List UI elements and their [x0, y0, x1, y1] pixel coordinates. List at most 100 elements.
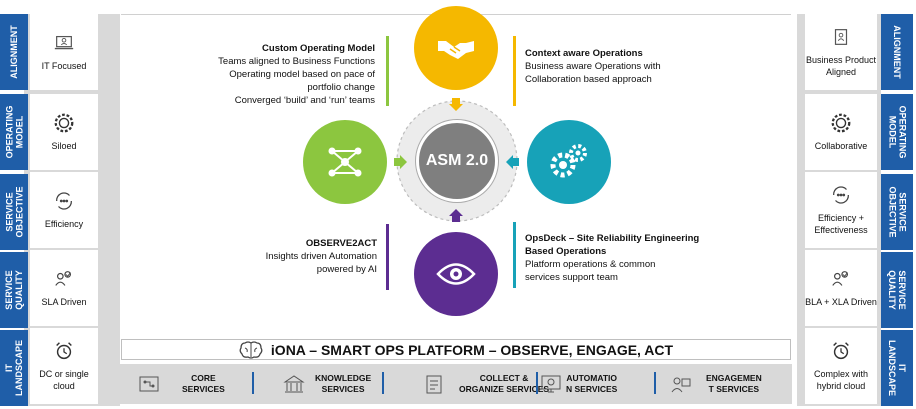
- bottom-right-line: services support team: [525, 272, 618, 283]
- cycle-people-icon: [833, 186, 849, 204]
- eye-icon: [436, 263, 476, 285]
- gear-ring-icon: [831, 113, 851, 133]
- bottom-left-heading: OBSERVE2ACT: [305, 238, 377, 249]
- top-left-line: Operating model based on pace of: [229, 69, 375, 80]
- top-node: [414, 6, 498, 90]
- bottom-left-text: OBSERVE2ACT Insights driven Automation p…: [200, 237, 377, 276]
- people-check-icon: [55, 271, 72, 286]
- gears-icon: [550, 144, 587, 178]
- bottom-right-heading-2: Based Operations: [525, 246, 607, 257]
- left-panel: ALIGNMENT OPERATING MODEL SERVICE OBJECT…: [0, 14, 120, 406]
- platform-banner: iONA – SMART OPS PLATFORM – OBSERVE, ENG…: [121, 339, 791, 360]
- handshake-icon: [438, 41, 474, 59]
- service-collect: COLLECT & ORGANIZE SERVICES: [423, 370, 549, 398]
- platform-title: iONA – SMART OPS PLATFORM – OBSERVE, ENG…: [270, 341, 674, 358]
- right-tag-it-landscape: IT LANDSCAPE: [881, 330, 913, 406]
- right-label-service-objective: Efficiency + Effectiveness: [814, 213, 868, 235]
- top-right-line: Collaboration based approach: [525, 74, 652, 85]
- right-tag-operating-model: OPERATING MODEL: [881, 94, 913, 170]
- left-cell-it-landscape: DC or single cloud: [30, 328, 98, 404]
- service-engagement: ENGAGEMEN T SERVICES: [670, 370, 762, 398]
- book-building-icon: [283, 375, 305, 393]
- left-label-service-quality: SLA Driven: [41, 297, 87, 307]
- service-core-label: CORE SERVICES: [182, 373, 225, 394]
- bottom-node: [414, 232, 498, 316]
- bottom-right-line: Platform operations & common: [525, 259, 656, 270]
- arrow-bottom: [449, 209, 463, 222]
- service-automation-label: AUTOMATIO N SERVICES: [566, 373, 618, 394]
- right-label-operating-model: Collaborative: [814, 141, 868, 151]
- right-node: [527, 120, 611, 204]
- bottom-left-line: Insights driven Automation: [265, 251, 377, 262]
- service-core: CORE SERVICES: [138, 370, 225, 398]
- brain-icon: [239, 340, 263, 359]
- top-left-line: Converged ‘build’ and ‘run’ teams: [234, 95, 375, 106]
- services-bar: CORE SERVICES KNOWLEDGE SERVICES COLLECT &…: [120, 364, 792, 404]
- circuit-icon: [139, 376, 159, 392]
- right-label-service-quality: BLA + XLA Driven: [805, 297, 877, 307]
- bottom-right-text: OpsDeck – Site Reliability Engineering B…: [525, 232, 755, 284]
- clipboard-icon: [426, 375, 442, 394]
- people-check-icon: [832, 271, 849, 286]
- left-label-it-landscape: DC or single cloud: [39, 369, 89, 391]
- alarm-clock-icon: [56, 342, 72, 360]
- service-collect-label: COLLECT & ORGANIZE SERVICES: [459, 373, 550, 394]
- hub-label: ASM 2.0: [425, 152, 489, 169]
- right-cell-operating-model: Collaborative: [805, 94, 877, 170]
- divider: [252, 372, 254, 394]
- left-label-service-objective: Efficiency: [44, 219, 84, 229]
- top-left-text: Custom Operating Model Teams aligned to …: [170, 42, 375, 107]
- right-panel: ALIGNMENT OPERATING MODEL SERVICE OBJECT…: [797, 14, 916, 406]
- right-tag-service-quality: SERVICE QUALITY: [881, 252, 913, 328]
- accent-bar-top-right: [513, 36, 516, 106]
- alarm-clock-icon: [833, 342, 849, 360]
- network-people-icon: [328, 147, 362, 177]
- service-engagement-label: ENGAGEMEN T SERVICES: [706, 373, 762, 394]
- right-tag-alignment: ALIGNMENT: [881, 14, 913, 90]
- divider: [382, 372, 384, 394]
- top-left-line: Teams aligned to Business Functions: [218, 56, 375, 67]
- left-node: [303, 120, 387, 204]
- clipboard-person-icon: [834, 29, 848, 45]
- hub-circle: ASM 2.0: [416, 120, 498, 202]
- top-right-line: Business aware Operations with: [525, 61, 661, 72]
- left-cell-service-quality: SLA Driven: [30, 250, 98, 326]
- arrow-right: [506, 155, 519, 169]
- accent-bar-bottom-right: [513, 222, 516, 288]
- top-right-text: Context aware Operations Business aware …: [525, 47, 725, 86]
- bottom-left-line: powered by AI: [316, 264, 377, 275]
- arrow-left: [394, 155, 407, 169]
- left-tag-operating-model: OPERATING MODEL: [0, 94, 28, 170]
- accent-bar-bottom-left: [386, 224, 389, 290]
- service-automation: AUTOMATIO N SERVICES: [540, 370, 617, 398]
- automation-icon: [541, 375, 561, 393]
- bottom-right-heading: OpsDeck – Site Reliability Engineering: [525, 233, 700, 244]
- top-left-heading: Custom Operating Model: [262, 43, 375, 54]
- left-cell-service-objective: Efficiency: [30, 172, 98, 248]
- left-label-alignment: IT Focused: [41, 61, 87, 71]
- left-cell-operating-model: Siloed: [30, 94, 98, 170]
- right-label-alignment: Business Product Aligned: [805, 55, 877, 77]
- top-left-line: portfolio change: [307, 82, 375, 93]
- right-cell-service-objective: Efficiency + Effectiveness: [805, 172, 877, 248]
- left-cell-alignment: IT Focused: [30, 14, 98, 90]
- right-label-it-landscape: Complex with hybrid cloud: [813, 369, 869, 391]
- arrow-top: [449, 98, 463, 111]
- divider: [654, 372, 656, 394]
- right-tag-service-objective: SERVICE OBJECTIVE: [881, 174, 913, 250]
- gear-ring-icon: [54, 113, 74, 133]
- service-knowledge: KNOWLEDGE SERVICES: [283, 370, 371, 398]
- left-label-operating-model: Siloed: [51, 141, 77, 151]
- left-tag-it-landscape: IT LANDSCAPE: [0, 330, 28, 406]
- left-tag-service-quality: SERVICE QUALITY: [0, 252, 28, 328]
- left-tag-alignment: ALIGNMENT: [0, 14, 28, 90]
- divider: [536, 372, 538, 394]
- service-knowledge-label: KNOWLEDGE SERVICES: [315, 373, 372, 394]
- laptop-person-icon: [54, 35, 74, 50]
- right-cell-it-landscape: Complex with hybrid cloud: [805, 328, 877, 404]
- top-right-heading: Context aware Operations: [525, 48, 643, 59]
- right-cell-service-quality: BLA + XLA Driven: [805, 250, 877, 326]
- right-cell-alignment: Business Product Aligned: [805, 14, 877, 90]
- left-tag-service-objective: SERVICE OBJECTIVE: [0, 174, 28, 250]
- cycle-people-icon: [56, 192, 72, 210]
